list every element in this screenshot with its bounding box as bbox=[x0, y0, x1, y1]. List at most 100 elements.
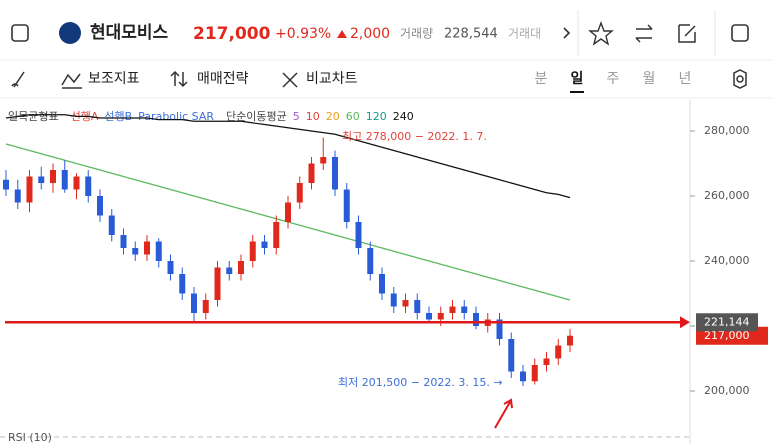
legend-item: 60 bbox=[346, 110, 360, 123]
candle-body bbox=[261, 241, 268, 248]
candle-body bbox=[308, 163, 315, 183]
legend-item: 120 bbox=[366, 110, 387, 123]
high-annotation: 최고 278,000 − 2022. 1. 7. bbox=[342, 130, 487, 143]
candle-body bbox=[191, 293, 197, 313]
candle-body bbox=[132, 248, 139, 255]
legend-item: 선행B bbox=[104, 110, 132, 123]
candle-body bbox=[355, 222, 362, 248]
stock-name: 현대모비스 bbox=[90, 23, 169, 43]
candle-body bbox=[343, 189, 350, 222]
candle-body bbox=[367, 248, 374, 274]
red-arrow bbox=[494, 398, 513, 429]
edit[interactable] bbox=[678, 24, 696, 43]
candle-body bbox=[14, 189, 21, 203]
settings[interactable] bbox=[733, 69, 747, 89]
rsi-label: RSI (10) bbox=[8, 431, 52, 444]
y-tick-label: 240,000 bbox=[704, 254, 750, 267]
ma-line bbox=[5, 114, 571, 199]
legend-item: 5 bbox=[293, 110, 300, 123]
y-tick-label: 280,000 bbox=[704, 124, 750, 137]
candle-body bbox=[214, 267, 221, 300]
candle-body bbox=[167, 261, 174, 274]
legend-item: 20 bbox=[326, 110, 340, 123]
candle-body bbox=[426, 313, 432, 320]
candle-body bbox=[461, 306, 468, 313]
candle-body bbox=[202, 300, 209, 313]
price: 217,000 bbox=[193, 24, 271, 44]
candle-body bbox=[179, 274, 186, 294]
strategy-icon[interactable] bbox=[170, 70, 188, 88]
candle-body bbox=[379, 274, 385, 294]
candle-body bbox=[332, 157, 338, 190]
candle-body bbox=[531, 365, 538, 382]
candle-body bbox=[50, 170, 56, 183]
period-tab[interactable]: 분 bbox=[535, 71, 548, 87]
legend-item: 단순이동평균 bbox=[226, 110, 287, 123]
candle-body bbox=[238, 261, 244, 274]
candle-body bbox=[473, 313, 479, 326]
candle-body bbox=[85, 176, 92, 196]
logo bbox=[59, 22, 81, 44]
sidebar-toggle[interactable] bbox=[11, 24, 29, 42]
candle-body bbox=[390, 293, 397, 307]
candle-body bbox=[226, 267, 233, 274]
change-pct: +0.93% bbox=[275, 26, 331, 42]
settings-dot bbox=[736, 75, 744, 83]
period-tab[interactable]: 월 bbox=[643, 71, 656, 87]
amount-label: 거래대 bbox=[508, 27, 541, 41]
candle-body bbox=[61, 170, 68, 190]
period-tab[interactable]: 일 bbox=[571, 71, 584, 87]
scroll-arrow[interactable] bbox=[563, 27, 571, 39]
legend-item: 240 bbox=[393, 110, 414, 123]
period-tab[interactable]: 년 bbox=[679, 71, 692, 87]
candle-body bbox=[567, 335, 573, 346]
candle-body bbox=[437, 313, 444, 320]
period-tab[interactable]: 주 bbox=[607, 71, 620, 87]
hline-badge bbox=[696, 313, 758, 332]
candle-body bbox=[38, 176, 45, 183]
indicators-button[interactable]: 보조지표 bbox=[88, 71, 140, 87]
candle-body bbox=[144, 241, 150, 255]
last-price: 217,000 bbox=[704, 329, 750, 342]
candle-body bbox=[543, 358, 550, 365]
draw-tool[interactable] bbox=[11, 71, 25, 88]
candle-body bbox=[414, 300, 421, 313]
favorite[interactable] bbox=[588, 21, 614, 46]
candle-body bbox=[120, 235, 127, 248]
candle-body bbox=[285, 202, 291, 222]
candle-body bbox=[508, 339, 515, 372]
arrow-head bbox=[680, 316, 690, 329]
compare-button[interactable]: 비교차트 bbox=[306, 71, 358, 87]
compare-icon[interactable] bbox=[282, 72, 298, 88]
legend-item: 10 bbox=[306, 110, 320, 123]
y-tick-label: 200,000 bbox=[704, 384, 750, 397]
candle-body bbox=[273, 222, 280, 248]
volume: 228,544 bbox=[444, 27, 498, 42]
strategy-button[interactable]: 매매전략 bbox=[197, 71, 249, 87]
candle-body bbox=[155, 241, 162, 261]
candle-body bbox=[402, 300, 409, 307]
candle-body bbox=[555, 345, 562, 359]
candle-body bbox=[249, 241, 256, 261]
candle-body bbox=[73, 176, 80, 190]
candle-body bbox=[296, 183, 303, 203]
change: 2,000 bbox=[350, 26, 390, 42]
legend-item: 일목균형표 bbox=[8, 109, 59, 123]
up-icon bbox=[337, 30, 347, 38]
y-tick-label: 260,000 bbox=[704, 189, 750, 202]
swap[interactable] bbox=[635, 24, 653, 43]
candle-body bbox=[108, 215, 115, 235]
hline-label: 221,144 bbox=[704, 315, 750, 328]
candle-body bbox=[520, 371, 526, 382]
panel-toggle[interactable] bbox=[731, 24, 749, 42]
candle-body bbox=[26, 176, 33, 203]
candle-body bbox=[449, 306, 456, 313]
candle-body bbox=[320, 157, 327, 164]
volume-label: 거래량 bbox=[400, 27, 433, 41]
candle-body bbox=[97, 196, 103, 216]
candle-body bbox=[3, 179, 9, 190]
indicator-icon[interactable] bbox=[61, 73, 82, 89]
low-annotation: 최저 201,500 − 2022. 3. 15. → bbox=[338, 376, 503, 389]
